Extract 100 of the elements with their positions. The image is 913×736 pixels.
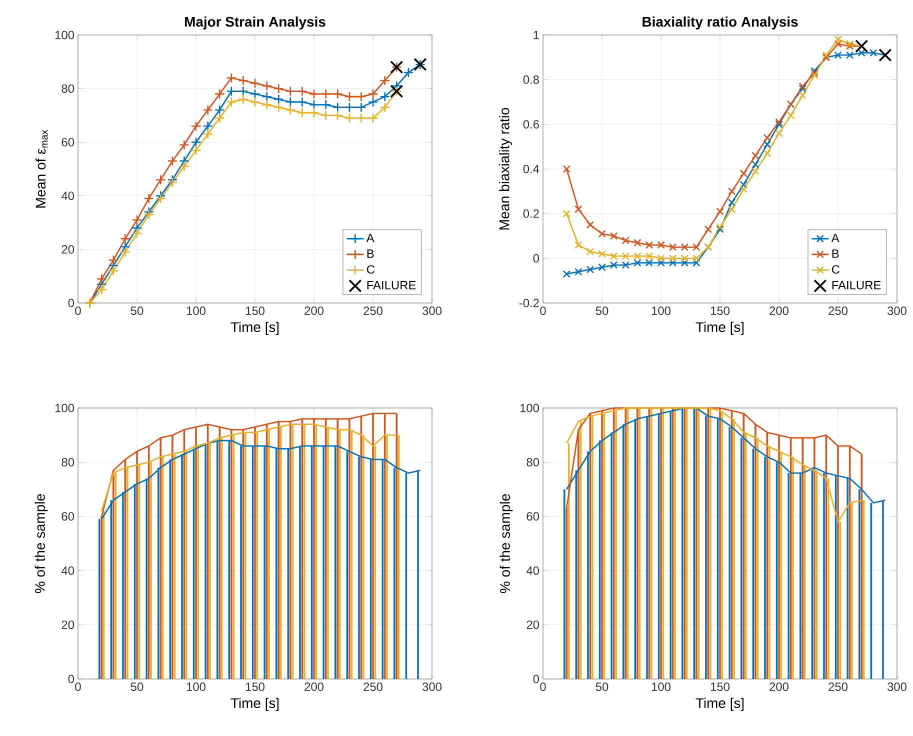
point bbox=[680, 243, 688, 251]
point bbox=[740, 180, 748, 188]
point bbox=[598, 250, 606, 258]
x-axis-title: Time [s] bbox=[230, 698, 279, 711]
point bbox=[810, 69, 818, 77]
point bbox=[728, 187, 736, 196]
point bbox=[320, 100, 331, 110]
point bbox=[680, 254, 688, 262]
point bbox=[645, 252, 654, 260]
point bbox=[214, 88, 225, 100]
point bbox=[190, 145, 202, 156]
point bbox=[356, 91, 366, 102]
point bbox=[226, 96, 237, 108]
point bbox=[610, 261, 618, 269]
x-tick-label: 150 bbox=[710, 306, 730, 315]
point bbox=[226, 72, 237, 84]
point bbox=[214, 112, 225, 124]
y-tick-label: 0 bbox=[533, 254, 540, 263]
point bbox=[108, 254, 119, 266]
point bbox=[668, 254, 677, 262]
x-tick-label: 250 bbox=[828, 306, 848, 315]
point bbox=[368, 88, 378, 100]
x-axis-title: Time [s] bbox=[696, 322, 744, 335]
x-tick-label: 50 bbox=[596, 306, 608, 315]
x-tick-label: 300 bbox=[887, 306, 907, 315]
point bbox=[332, 102, 343, 112]
x-tick-label: 300 bbox=[422, 682, 442, 691]
point bbox=[132, 228, 142, 238]
point bbox=[716, 225, 724, 234]
point bbox=[752, 167, 760, 176]
point bbox=[810, 71, 818, 80]
point bbox=[403, 67, 414, 78]
point bbox=[634, 258, 642, 267]
point bbox=[262, 100, 272, 110]
point bbox=[332, 88, 343, 100]
point bbox=[657, 241, 665, 249]
point bbox=[622, 252, 630, 260]
y-tick-label: 80 bbox=[62, 84, 74, 93]
point bbox=[144, 193, 154, 204]
point bbox=[120, 234, 130, 244]
y-tick-label: 0 bbox=[68, 298, 74, 308]
point bbox=[308, 88, 320, 100]
point bbox=[634, 252, 642, 260]
y-tick-label: 20 bbox=[62, 245, 74, 254]
point bbox=[878, 48, 892, 62]
point bbox=[834, 40, 842, 48]
legend-label: C bbox=[832, 265, 840, 274]
point bbox=[226, 86, 237, 96]
point bbox=[728, 205, 736, 214]
point bbox=[344, 112, 355, 124]
point bbox=[704, 225, 712, 234]
y-tick-label: 60 bbox=[62, 138, 74, 146]
point bbox=[238, 86, 248, 96]
y-tick-label: 40 bbox=[526, 566, 540, 575]
point bbox=[562, 165, 570, 173]
legend-label: A bbox=[366, 234, 374, 242]
point bbox=[586, 248, 594, 256]
point bbox=[285, 86, 296, 96]
point bbox=[622, 236, 630, 244]
x-tick-label: 300 bbox=[422, 306, 442, 315]
point bbox=[250, 78, 260, 88]
y-tick-label: 0 bbox=[68, 674, 74, 684]
point bbox=[598, 263, 606, 272]
point bbox=[763, 150, 772, 158]
x-tick-label: 250 bbox=[364, 682, 383, 691]
point bbox=[775, 118, 783, 126]
point bbox=[368, 96, 378, 108]
x-tick-label: 150 bbox=[246, 306, 265, 315]
y-tick-label: 20 bbox=[62, 620, 74, 630]
y-tick-label: 40 bbox=[61, 192, 74, 200]
x-tick-label: 0 bbox=[75, 306, 81, 315]
y-tick-label: 100 bbox=[55, 404, 74, 412]
x-tick-label: 50 bbox=[596, 682, 608, 691]
y-tick-label: 40 bbox=[61, 566, 74, 575]
point bbox=[668, 258, 677, 267]
x-tick-label: 50 bbox=[130, 306, 144, 315]
point bbox=[332, 110, 343, 121]
y-tick-label: 60 bbox=[62, 512, 74, 521]
point bbox=[657, 254, 665, 262]
x-tick-label: 300 bbox=[887, 682, 907, 691]
point bbox=[344, 91, 355, 102]
y-axis-title: % of the sample bbox=[500, 494, 513, 594]
point bbox=[622, 261, 630, 269]
point bbox=[179, 161, 190, 172]
x-tick-label: 250 bbox=[828, 682, 848, 691]
point bbox=[368, 112, 378, 124]
point bbox=[380, 102, 390, 112]
y-tick-label: 0.8 bbox=[523, 75, 539, 84]
legend-label: FAILURE bbox=[367, 281, 416, 290]
point bbox=[179, 140, 190, 150]
point bbox=[167, 177, 178, 188]
point bbox=[810, 66, 818, 75]
point bbox=[262, 91, 272, 102]
x-tick-label: 200 bbox=[304, 682, 324, 691]
point bbox=[214, 104, 225, 116]
point bbox=[190, 137, 202, 148]
point bbox=[96, 284, 107, 295]
point bbox=[586, 266, 594, 274]
point bbox=[834, 36, 842, 44]
point bbox=[238, 75, 248, 86]
